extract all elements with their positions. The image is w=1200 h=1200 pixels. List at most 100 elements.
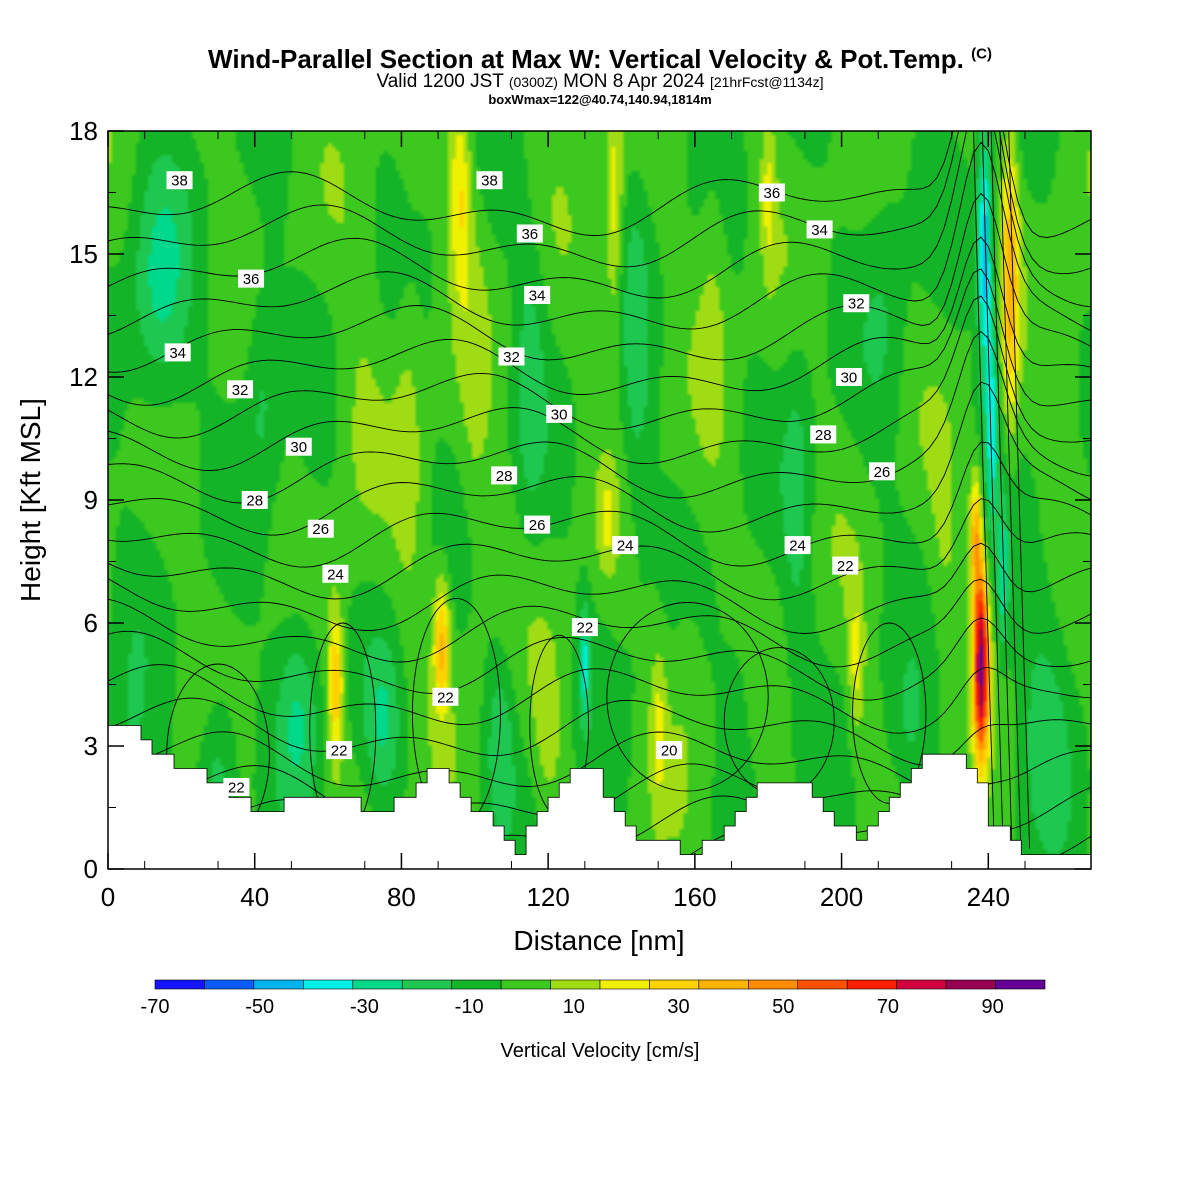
contour-label: 34 xyxy=(806,220,833,239)
x-tick-label: 0 xyxy=(101,882,115,912)
copyright-mark: (C) xyxy=(971,45,992,63)
colorbar-swatch xyxy=(253,979,304,990)
contour-label: 26 xyxy=(307,519,334,538)
y-tick-label: 9 xyxy=(84,485,98,515)
theta-contour xyxy=(108,192,1091,373)
colorbar-tick-label: 90 xyxy=(982,996,1004,1018)
x-tick-label: 120 xyxy=(526,882,569,912)
contour-label: 36 xyxy=(758,183,785,202)
theta-contour xyxy=(108,330,1091,504)
theta-contour xyxy=(108,295,1091,472)
svg-text:38: 38 xyxy=(481,173,498,190)
contour-label: 24 xyxy=(784,536,811,555)
svg-text:32: 32 xyxy=(232,382,249,399)
svg-text:22: 22 xyxy=(576,620,593,637)
svg-text:22: 22 xyxy=(228,780,245,797)
x-tick-label: 200 xyxy=(820,882,863,912)
chart-title: Wind-Parallel Section at Max W: Vertical… xyxy=(0,44,1200,75)
svg-text:26: 26 xyxy=(874,464,891,481)
theta-contour xyxy=(108,578,1091,668)
colorbar-swatch xyxy=(550,979,601,990)
contour-label: 30 xyxy=(546,404,573,423)
theta-contour xyxy=(1008,131,1031,849)
y-tick-label: 15 xyxy=(69,239,98,269)
colorbar-tick-label: -70 xyxy=(141,996,170,1018)
theta-contour xyxy=(108,542,1091,634)
theta-contour xyxy=(108,441,1091,568)
svg-text:32: 32 xyxy=(848,296,865,313)
contour-label: 22 xyxy=(326,741,353,760)
svg-text:34: 34 xyxy=(529,288,546,305)
contour-label: 22 xyxy=(571,618,598,637)
theta-contour xyxy=(108,141,1091,335)
x-tick-label: 80 xyxy=(387,882,416,912)
y-tick-label: 0 xyxy=(84,854,98,884)
contour-label: 24 xyxy=(322,564,349,583)
svg-text:20: 20 xyxy=(661,743,678,760)
contour-label: 34 xyxy=(164,343,191,362)
contour-label: 32 xyxy=(843,294,870,313)
colorbar: -70 -50 -30 -10 10 30 50 70 90 xyxy=(141,979,1046,1018)
svg-text:34: 34 xyxy=(169,345,186,362)
svg-text:28: 28 xyxy=(246,493,263,510)
colorbar-swatch xyxy=(401,979,452,990)
contour-label: 38 xyxy=(166,171,193,190)
theta-contour xyxy=(108,236,1091,406)
contour-label: 32 xyxy=(498,347,525,366)
contour-label: 22 xyxy=(432,687,459,706)
theta-contour xyxy=(981,131,1004,849)
svg-text:24: 24 xyxy=(789,538,806,555)
colorbar-swatch xyxy=(896,979,947,990)
theta-contour xyxy=(108,664,1091,734)
contour-label-group: 38 38 36 36 36 34 34 34 32 32 32 30 30 30 28 28 28 26 26 26… xyxy=(164,171,895,797)
colorbar-tick-label: 30 xyxy=(667,996,689,1018)
colorbar-tick-label: 70 xyxy=(877,996,899,1018)
theta-contour xyxy=(108,268,1091,439)
y-axis-label: Height [Kft MSL] xyxy=(15,398,46,602)
theta-contour xyxy=(973,131,995,849)
svg-text:30: 30 xyxy=(551,406,568,423)
theta-contour xyxy=(990,131,1013,849)
svg-text:38: 38 xyxy=(171,173,188,190)
svg-text:30: 30 xyxy=(841,370,858,387)
svg-text:36: 36 xyxy=(243,271,260,288)
colorbar-swatch xyxy=(500,979,551,990)
svg-text:36: 36 xyxy=(521,226,538,243)
colorbar-swatch xyxy=(352,979,403,990)
contour-label: 22 xyxy=(832,556,859,575)
colorbar-swatch xyxy=(204,979,255,990)
y-tick-label: 18 xyxy=(69,116,98,146)
contour-label: 28 xyxy=(241,491,268,510)
svg-text:32: 32 xyxy=(503,349,520,366)
contour-label: 22 xyxy=(223,778,250,797)
contour-label: 28 xyxy=(491,466,518,485)
y-tick-label: 3 xyxy=(84,731,98,761)
colorbar-swatch xyxy=(451,979,502,990)
x-tick-label: 240 xyxy=(967,882,1010,912)
colorbar-swatch xyxy=(797,979,848,990)
colorbar-tick-label: 50 xyxy=(772,996,794,1018)
colorbar-swatch xyxy=(303,979,354,990)
colorbar-tick-label: -30 xyxy=(350,996,379,1018)
colorbar-tick-label: -50 xyxy=(245,996,274,1018)
colorbar-swatch xyxy=(748,979,799,990)
theta-contour xyxy=(999,131,1022,849)
contour-label: 38 xyxy=(476,171,503,190)
x-tick-label: 160 xyxy=(673,882,716,912)
contour-label: 36 xyxy=(516,224,543,243)
svg-text:22: 22 xyxy=(437,689,454,706)
colorbar-tick-label: -10 xyxy=(455,996,484,1018)
colorbar-label: Vertical Velocity [cm/s] xyxy=(501,1040,700,1062)
valid-utc: (0300Z) xyxy=(508,74,558,90)
contour-label: 36 xyxy=(238,269,265,288)
theta-contour xyxy=(108,617,1091,701)
colorbar-swatch xyxy=(599,979,650,990)
svg-text:22: 22 xyxy=(837,558,854,575)
svg-text:26: 26 xyxy=(312,521,329,538)
svg-text:34: 34 xyxy=(811,222,828,239)
svg-text:28: 28 xyxy=(815,427,832,444)
theta-contour xyxy=(606,602,769,792)
valid-date: MON 8 Apr 2024 xyxy=(563,71,705,92)
theta-contour xyxy=(108,498,1091,601)
